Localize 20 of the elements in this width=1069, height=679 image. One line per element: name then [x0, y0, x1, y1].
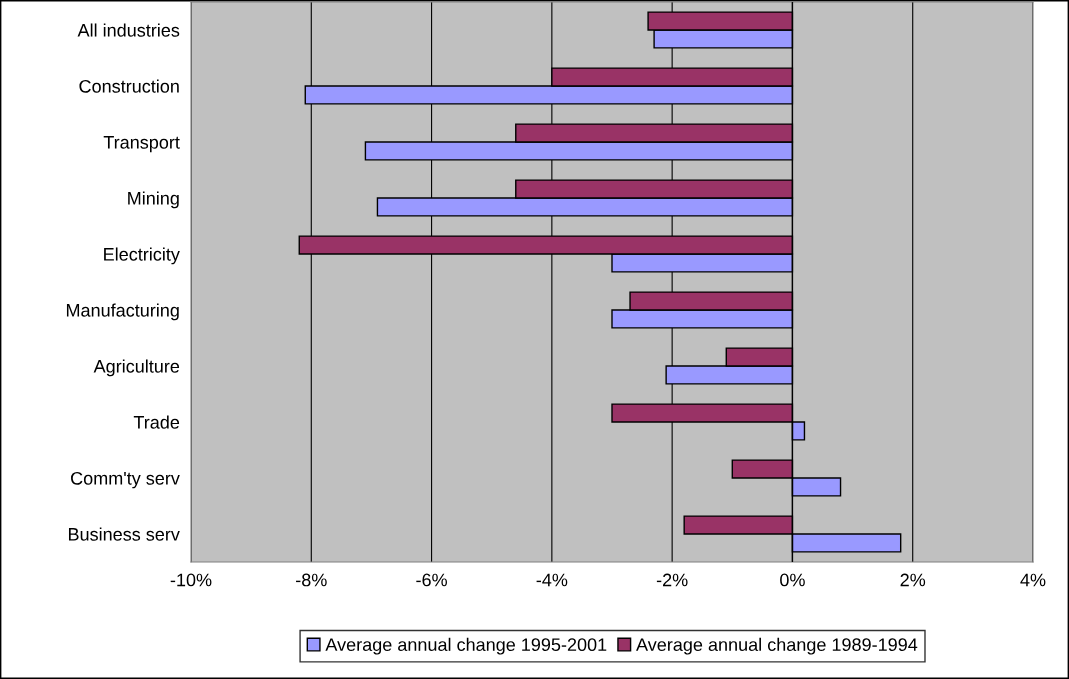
y-tick-label: All industries — [77, 23, 180, 37]
legend-label: Average annual change 1995-2001 — [325, 637, 607, 655]
y-tick-label: Trade — [133, 415, 180, 429]
x-tick-label: 2% — [900, 573, 926, 587]
x-tick-label: 4% — [1020, 573, 1046, 587]
y-tick-label: Electricity — [104, 247, 180, 265]
y-tick-label: Comm'ty serv — [71, 471, 180, 489]
y-tick-label: Agriculture — [93, 359, 180, 377]
x-tick-label: -10% — [170, 573, 212, 587]
x-tick-label: -6% — [416, 573, 447, 587]
y-tick-label: Manufacturing — [66, 303, 179, 321]
y-tick-label: Construction — [79, 79, 179, 93]
y-tick-label: Transport — [103, 136, 180, 153]
legend-label: Average annual change 1989-1994 — [636, 637, 918, 655]
y-tick-label: Mining — [128, 191, 179, 209]
y-tick-label: Business serv — [68, 527, 180, 541]
x-tick-label: 0% — [780, 573, 805, 587]
x-tick-label: -4% — [536, 573, 568, 587]
x-tick-label: -2% — [656, 573, 688, 587]
x-tick-label: -8% — [296, 573, 327, 587]
